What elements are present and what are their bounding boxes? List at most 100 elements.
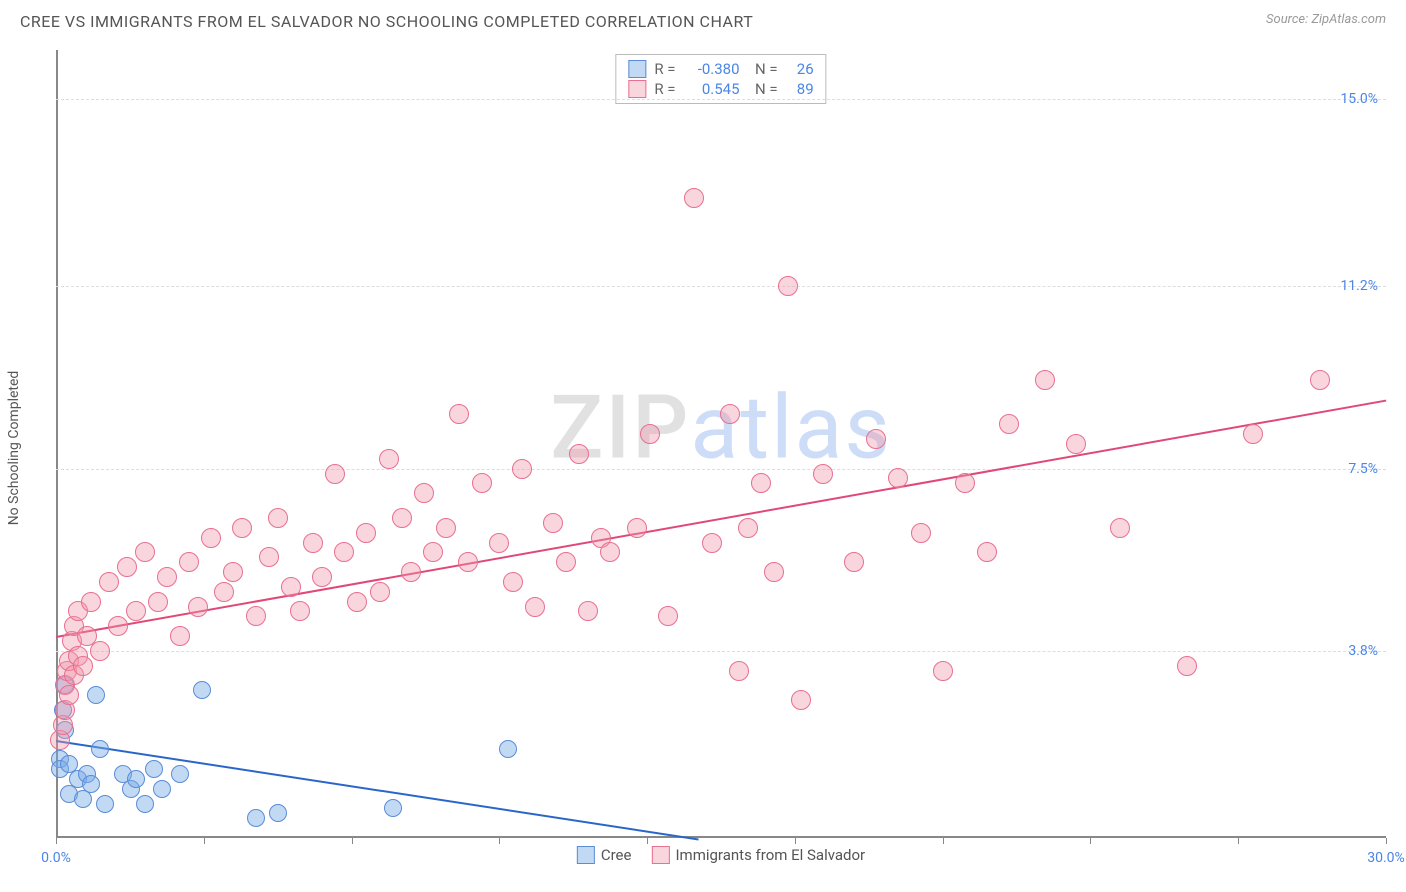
data-point-cree [82,775,100,793]
x-tick-label: 30.0% [1367,850,1405,866]
data-point-cree [153,780,171,798]
data-point-elsalvador [379,449,399,469]
watermark: ZIPatlas [550,377,892,480]
x-tick [1386,838,1387,844]
data-point-cree [384,799,402,817]
x-tick-label: 0.0% [41,850,71,866]
data-point-elsalvador [81,592,101,612]
data-point-elsalvador [525,597,545,617]
data-point-elsalvador [281,577,301,597]
data-point-elsalvador [347,592,367,612]
data-point-elsalvador [188,597,208,617]
grid-line [56,99,1386,100]
data-point-elsalvador [157,567,177,587]
data-point-cree [171,765,189,783]
data-point-elsalvador [658,606,678,626]
data-point-elsalvador [512,459,532,479]
data-point-elsalvador [778,276,798,296]
data-point-elsalvador [1310,370,1330,390]
y-tick-label: 15.0% [1340,91,1378,107]
data-point-elsalvador [59,685,79,705]
y-tick-label: 7.5% [1348,461,1378,477]
data-point-cree [247,809,265,827]
data-point-cree [127,770,145,788]
data-point-elsalvador [751,473,771,493]
data-point-elsalvador [578,601,598,621]
data-point-elsalvador [543,513,563,533]
data-point-elsalvador [117,557,137,577]
data-point-elsalvador [866,429,886,449]
legend-row-cree: R = -0.380 N = 26 [628,59,813,79]
y-tick-label: 11.2% [1340,278,1378,294]
swatch-cree [577,846,595,864]
data-point-elsalvador [392,508,412,528]
data-point-elsalvador [325,464,345,484]
grid-line [56,469,1386,470]
y-axis-label: No Schooling Completed [6,371,22,526]
x-tick [56,838,57,844]
data-point-elsalvador [90,641,110,661]
data-point-elsalvador [489,533,509,553]
swatch-elsalvador [628,80,646,98]
x-tick [204,838,205,844]
data-point-elsalvador [640,424,660,444]
watermark-part1: ZIP [550,377,690,480]
legend-row-elsalvador: R = 0.545 N = 89 [628,79,813,99]
grid-line [56,286,1386,287]
data-point-elsalvador [370,582,390,602]
data-point-cree [96,795,114,813]
swatch-cree [628,60,646,78]
data-point-elsalvador [503,572,523,592]
data-point-cree [91,740,109,758]
swatch-elsalvador [651,846,669,864]
data-point-elsalvador [999,414,1019,434]
data-point-elsalvador [791,690,811,710]
data-point-elsalvador [303,533,323,553]
data-point-elsalvador [627,518,647,538]
correlation-legend: R = -0.380 N = 26 R = 0.545 N = 89 [615,54,826,104]
header: CREE VS IMMIGRANTS FROM EL SALVADOR NO S… [0,0,1406,37]
data-point-elsalvador [556,552,576,572]
data-point-elsalvador [246,606,266,626]
legend-n-label: N = [748,60,778,78]
data-point-elsalvador [312,567,332,587]
data-point-elsalvador [1243,424,1263,444]
data-point-elsalvador [702,533,722,553]
data-point-elsalvador [201,528,221,548]
data-point-elsalvador [1110,518,1130,538]
data-point-elsalvador [356,523,376,543]
data-point-elsalvador [170,626,190,646]
data-point-elsalvador [911,523,931,543]
data-point-elsalvador [126,601,146,621]
data-point-elsalvador [423,542,443,562]
data-point-elsalvador [135,542,155,562]
source-attribution: Source: ZipAtlas.com [1266,12,1386,27]
data-point-elsalvador [1177,656,1197,676]
data-point-elsalvador [977,542,997,562]
x-tick [943,838,944,844]
data-point-elsalvador [334,542,354,562]
data-point-elsalvador [148,592,168,612]
data-point-elsalvador [401,562,421,582]
data-point-elsalvador [955,473,975,493]
data-point-elsalvador [472,473,492,493]
data-point-elsalvador [1035,370,1055,390]
page-title: CREE VS IMMIGRANTS FROM EL SALVADOR NO S… [20,12,753,31]
data-point-elsalvador [73,656,93,676]
data-point-elsalvador [844,552,864,572]
trend-line-cree [56,740,699,840]
scatter-plot: ZIPatlas R = -0.380 N = 26 R = 0.545 N =… [56,50,1386,838]
data-point-elsalvador [764,562,784,582]
grid-line [56,651,1386,652]
data-point-elsalvador [569,444,589,464]
data-point-elsalvador [223,562,243,582]
data-point-elsalvador [933,661,953,681]
legend-n-value-elsalvador: 89 [786,80,814,98]
source-prefix: Source: [1266,12,1311,27]
legend-r-label: R = [654,60,675,78]
x-tick [647,838,648,844]
series-legend: Cree Immigrants from El Salvador [577,846,865,864]
data-point-elsalvador [214,582,234,602]
legend-label-cree: Cree [601,846,632,864]
watermark-part2: atlas [690,377,891,480]
